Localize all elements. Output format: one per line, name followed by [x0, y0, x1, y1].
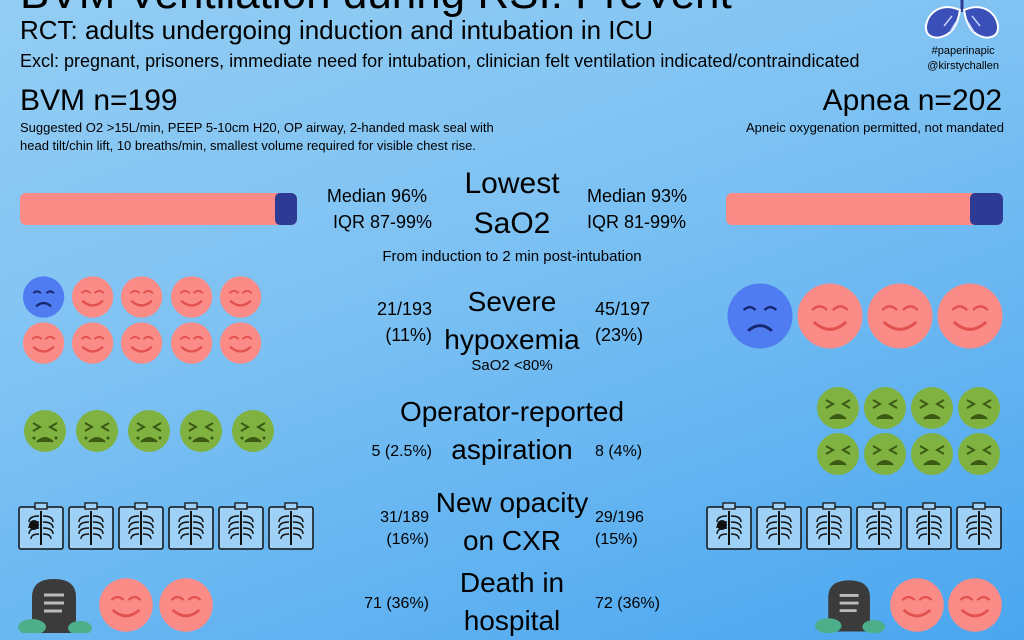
- bvm-arm-title: BVM n=199: [20, 84, 178, 117]
- sao2-timing-note: From induction to 2 min post-intubation: [382, 248, 642, 265]
- happy-face-icon: [170, 276, 212, 318]
- apnea-death-icons: [815, 575, 1003, 633]
- happy-face-icon: [948, 578, 1002, 632]
- hashtags: #paperinapic @kirstychallen: [927, 44, 999, 74]
- nauseated-face-icon: [76, 410, 118, 452]
- outcome-aspiration: Operator-reported aspiration: [399, 396, 625, 465]
- chest-xray-icon: [168, 502, 214, 550]
- bvm-cxr-percent: (16%): [386, 531, 429, 548]
- happy-face-icon: [797, 283, 863, 349]
- apnea-hypoxemia-count: 45/197: [595, 299, 651, 319]
- nauseated-face-icon: [911, 433, 953, 475]
- chest-xray-icon: [906, 502, 952, 550]
- bvm-arm-description: Suggested O2 >15L/min, PEEP 5-10cm H20, …: [20, 120, 494, 153]
- apnea-arm-title: Apnea n=202: [822, 84, 1002, 117]
- hypoxemia-definition: SaO2 <80%: [471, 357, 553, 374]
- apnea-hypoxemia-percent: (23%): [595, 325, 644, 345]
- happy-face-icon: [219, 322, 262, 364]
- exclusion-criteria: Excl: pregnant, prisoners, immediate nee…: [20, 51, 860, 71]
- chest-xray-icon: [118, 502, 164, 550]
- apnea-arm-description: Apneic oxygenation permitted, not mandat…: [745, 120, 1004, 135]
- happy-face-icon: [22, 322, 65, 364]
- bvm-hypoxemia-icons: [22, 274, 262, 366]
- happy-face-icon: [159, 578, 213, 632]
- nauseated-face-icon: [817, 387, 859, 429]
- nauseated-face-icon: [24, 410, 66, 452]
- nauseated-face-icon: [864, 387, 906, 429]
- apnea-cxr-count: 29/196: [595, 509, 644, 526]
- happy-face-icon: [121, 276, 163, 318]
- bvm-cxr-icons: [18, 502, 314, 550]
- apnea-death-value: 72 (36%): [595, 595, 660, 612]
- nauseated-face-icon: [958, 433, 1000, 475]
- outcome-death-in-hospital: Death in hospital: [459, 567, 565, 636]
- apnea-aspiration-icons: [815, 385, 1005, 477]
- chest-xray-icon: [856, 502, 902, 550]
- apnea-sao2-iqr: IQR 81-99%: [587, 212, 687, 232]
- chest-xray-icon: [706, 502, 752, 550]
- chest-xray-icon: [268, 502, 314, 550]
- apnea-aspiration-value: 8 (4%): [595, 443, 643, 460]
- headstone-icon: [815, 580, 886, 633]
- sad-face-icon: [22, 276, 65, 318]
- happy-face-icon: [121, 322, 163, 364]
- nauseated-face-icon: [958, 387, 1000, 429]
- chest-xray-icon: [756, 502, 802, 550]
- headstone-icon: [18, 579, 92, 633]
- bvm-death-value: 71 (36%): [364, 595, 429, 612]
- bvm-hypoxemia-count: 21/193: [376, 299, 432, 319]
- happy-face-icon: [72, 276, 114, 318]
- bvm-aspiration-icons: [22, 408, 276, 454]
- happy-face-icon: [72, 322, 114, 364]
- nauseated-face-icon: [911, 387, 953, 429]
- nauseated-face-icon: [232, 410, 274, 452]
- chest-xray-icon: [18, 502, 64, 550]
- apnea-sao2-bar-fill: [970, 193, 1003, 225]
- bvm-sao2-iqr: IQR 87-99%: [332, 212, 432, 232]
- bvm-sao2-bar-fill: [274, 193, 297, 225]
- study-subtitle: RCT: adults undergoing induction and int…: [20, 15, 654, 45]
- bvm-death-icons: [18, 575, 214, 633]
- lungs-logo-icon: [924, 0, 1000, 39]
- outcome-lowest-sao2: Lowest SaO2: [464, 167, 560, 240]
- chest-xray-icon: [68, 502, 114, 550]
- sad-face-icon: [727, 283, 793, 349]
- hashtag-text: #paperinapic: [931, 45, 995, 57]
- outcome-severe-hypoxemia: Severe hypoxemia: [444, 286, 580, 355]
- nauseated-face-icon: [128, 410, 170, 452]
- nauseated-face-icon: [817, 433, 859, 475]
- happy-face-icon: [867, 283, 933, 349]
- bvm-cxr-count: 31/189: [380, 509, 429, 526]
- chest-xray-icon: [218, 502, 264, 550]
- happy-face-icon: [99, 578, 153, 632]
- happy-face-icon: [219, 276, 262, 318]
- bvm-aspiration-value: 5 (2.5%): [371, 443, 432, 460]
- apnea-sao2-median: Median 93%: [587, 186, 688, 206]
- nauseated-face-icon: [180, 410, 222, 452]
- happy-face-icon: [937, 283, 1003, 349]
- happy-face-icon: [890, 578, 944, 632]
- apnea-cxr-percent: (15%): [595, 531, 638, 548]
- bvm-sao2-median: Median 96%: [326, 186, 427, 206]
- author-handle: @kirstychallen: [927, 60, 999, 72]
- chest-xray-icon: [956, 502, 1002, 550]
- nauseated-face-icon: [864, 433, 906, 475]
- chest-xray-icon: [806, 502, 852, 550]
- apnea-hypoxemia-icons: [726, 282, 1004, 350]
- page-title: BVM Ventilation during RSI: PreVent: [20, 0, 732, 16]
- outcome-new-cxr-opacity: New opacity on CXR: [435, 487, 589, 556]
- apnea-sao2-bar: [726, 193, 1003, 225]
- apnea-cxr-icons: [706, 502, 1002, 550]
- bvm-sao2-bar: [20, 193, 297, 225]
- happy-face-icon: [170, 322, 212, 364]
- bvm-hypoxemia-percent: (11%): [385, 325, 432, 345]
